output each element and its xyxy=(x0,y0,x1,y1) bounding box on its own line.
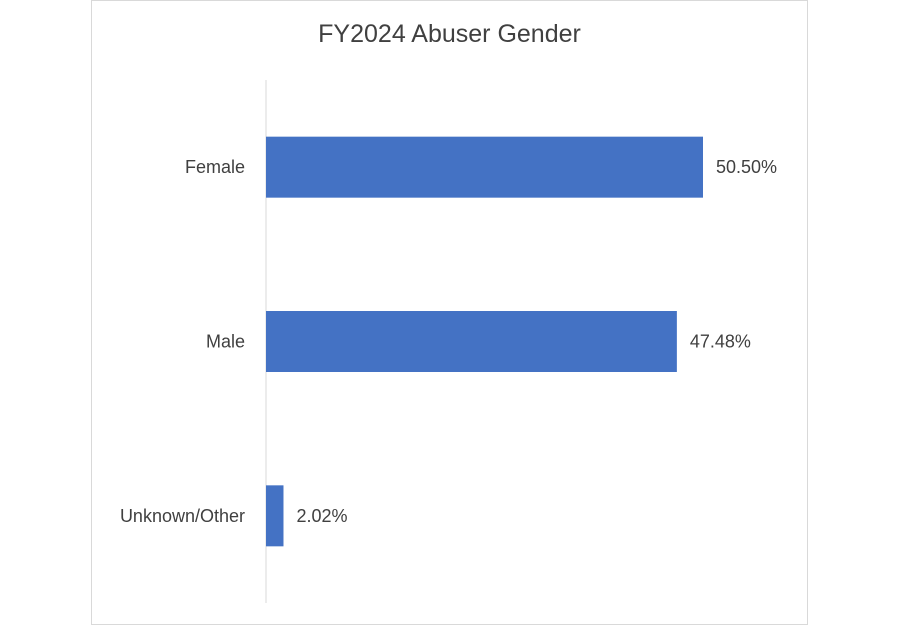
bar-male xyxy=(266,311,677,372)
category-label-unknown-other: Unknown/Other xyxy=(120,506,245,526)
bar-female xyxy=(266,136,703,198)
category-label-female: Female xyxy=(185,157,245,177)
category-label-male: Male xyxy=(206,332,245,352)
bar-unknown-other xyxy=(266,485,284,547)
value-label-female: 50.50% xyxy=(716,157,777,177)
value-label-unknown-other: 2.02% xyxy=(296,506,347,526)
value-label-male: 47.48% xyxy=(690,332,751,352)
chart-title: FY2024 Abuser Gender xyxy=(318,20,581,48)
